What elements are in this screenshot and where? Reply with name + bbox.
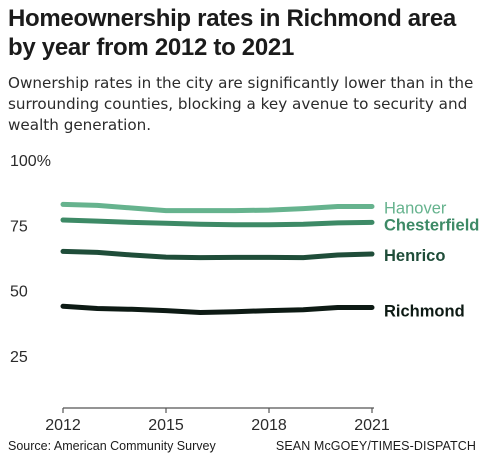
series-label-richmond: Richmond: [384, 302, 465, 320]
source-note: Source: American Community Survey: [8, 439, 216, 453]
y-tick-label-50: 50: [10, 284, 28, 301]
y-tick-label-75: 75: [10, 218, 28, 235]
x-tick-label-2015: 2015: [148, 417, 184, 434]
series-line-chesterfield: [60, 217, 375, 228]
x-tick-label-2021: 2021: [354, 417, 390, 434]
x-tick-label-2018: 2018: [251, 417, 287, 434]
series-line-hanover: [60, 201, 375, 214]
series-label-chesterfield: Chesterfield: [384, 216, 479, 234]
x-tick-label-2012: 2012: [45, 417, 81, 434]
series-label-henrico: Henrico: [384, 247, 445, 265]
chart-subtitle: Ownership rates in the city are signific…: [8, 74, 474, 134]
y-tick-label-100: 100%: [10, 153, 51, 170]
chart-title: Homeownership rates in Richmond area by …: [8, 5, 456, 61]
credit-note: SEAN McGOEY/TIMES-DISPATCH: [275, 439, 476, 453]
y-tick-label-25: 25: [10, 349, 28, 366]
series-line-henrico: [60, 248, 375, 261]
series-line-richmond: [60, 303, 375, 315]
series-label-hanover: Hanover: [384, 199, 447, 217]
